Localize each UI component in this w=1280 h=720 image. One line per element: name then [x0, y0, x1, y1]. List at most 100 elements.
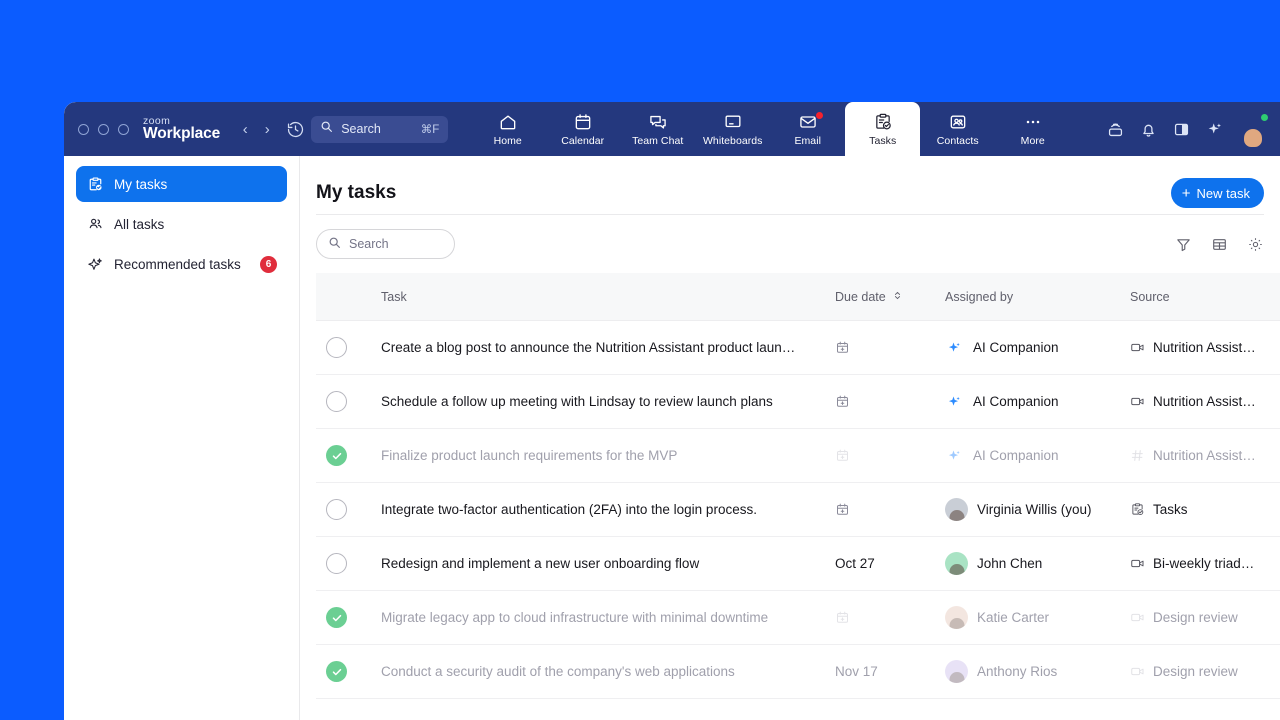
page-title: My tasks: [316, 182, 397, 203]
calendar-add-icon[interactable]: [835, 340, 850, 355]
calendar-add-icon[interactable]: [835, 610, 850, 625]
tasks-toolbar: Search: [300, 215, 1280, 273]
task-due-date[interactable]: [835, 502, 945, 517]
search-input[interactable]: Search: [316, 229, 455, 259]
task-source[interactable]: Design review: [1130, 664, 1280, 679]
column-header-assigned-by: Assigned by: [945, 289, 1014, 304]
sidebar-item-all-tasks[interactable]: All tasks: [76, 206, 287, 242]
assignee-avatar: [945, 498, 968, 521]
task-title[interactable]: Finalize product launch requirements for…: [381, 448, 678, 463]
my-tasks-icon: [86, 176, 104, 193]
task-title[interactable]: Redesign and implement a new user onboar…: [381, 556, 700, 571]
ai-companion-sparkle-icon: [945, 394, 964, 409]
maximize-window-button[interactable]: [118, 123, 129, 135]
nav-back-button[interactable]: ‹: [242, 120, 248, 138]
task-source[interactable]: Nutrition Assist…: [1130, 448, 1280, 463]
task-source[interactable]: Nutrition Assist…: [1130, 340, 1280, 355]
sidebar-item-recommended-tasks[interactable]: Recommended tasks 6: [76, 246, 287, 282]
sort-updown-icon[interactable]: [892, 290, 903, 304]
task-source[interactable]: Tasks: [1130, 502, 1280, 517]
tab-more[interactable]: More: [995, 102, 1070, 156]
filter-icon[interactable]: [1175, 236, 1192, 253]
new-task-button[interactable]: + New task: [1170, 178, 1264, 208]
task-title[interactable]: Create a blog post to announce the Nutri…: [381, 340, 796, 355]
close-window-button[interactable]: [78, 123, 89, 135]
global-search-button[interactable]: Search ⌘F: [311, 115, 449, 143]
team-chat-icon: [648, 112, 668, 132]
table-row[interactable]: Redesign and implement a new user onboar…: [316, 537, 1280, 591]
tab-contacts[interactable]: Contacts: [920, 102, 995, 156]
tab-email[interactable]: Email: [770, 102, 845, 156]
table-view-icon[interactable]: [1211, 236, 1228, 253]
meeting-video-icon: [1130, 340, 1145, 355]
assignee-name: AI Companion: [973, 448, 1059, 463]
task-title[interactable]: Conduct a security audit of the company'…: [381, 664, 735, 679]
calendar-add-icon[interactable]: [835, 448, 850, 463]
cast-icon[interactable]: [1106, 120, 1125, 139]
window-controls[interactable]: [78, 123, 129, 135]
plus-icon: +: [1181, 184, 1191, 202]
table-row[interactable]: Integrate two-factor authentication (2FA…: [316, 483, 1280, 537]
task-checkbox[interactable]: [326, 553, 347, 574]
nav-forward-button[interactable]: ›: [264, 120, 270, 138]
task-checkbox[interactable]: [326, 391, 347, 412]
assignee-avatar: [945, 552, 968, 575]
task-source[interactable]: Bi-weekly triad…: [1130, 556, 1280, 571]
tab-calendar-label: Calendar: [561, 134, 605, 147]
panel-layout-icon[interactable]: [1172, 120, 1191, 139]
task-source-label: Nutrition Assist…: [1153, 448, 1256, 463]
home-icon: [498, 112, 518, 132]
task-checkbox[interactable]: [326, 499, 347, 520]
table-row[interactable]: Finalize product launch requirements for…: [316, 429, 1280, 483]
assignee-avatar: [945, 606, 968, 629]
table-row[interactable]: Schedule a follow up meeting with Lindsa…: [316, 375, 1280, 429]
sidebar-item-my-tasks[interactable]: My tasks: [76, 166, 287, 202]
task-source-label: Design review: [1153, 610, 1238, 625]
task-due-date[interactable]: [835, 340, 945, 355]
calendar-add-icon[interactable]: [835, 502, 850, 517]
task-due-date[interactable]: [835, 394, 945, 409]
task-source[interactable]: Nutrition Assist…: [1130, 394, 1280, 409]
tab-team-chat-label: Team Chat: [632, 134, 684, 147]
task-source[interactable]: Design review: [1130, 610, 1280, 625]
column-header-due-date[interactable]: Due date: [835, 290, 945, 304]
calendar-add-icon[interactable]: [835, 394, 850, 409]
task-title[interactable]: Schedule a follow up meeting with Lindsa…: [381, 394, 773, 409]
task-completed-checkbox[interactable]: [326, 445, 347, 466]
sidebar-item-all-tasks-label: All tasks: [114, 216, 165, 232]
task-completed-checkbox[interactable]: [326, 661, 347, 682]
task-assigned-by: Virginia Willis (you): [945, 498, 1130, 521]
table-row[interactable]: Create a blog post to announce the Nutri…: [316, 321, 1280, 375]
minimize-window-button[interactable]: [98, 123, 109, 135]
task-checkbox[interactable]: [326, 337, 347, 358]
task-due-date[interactable]: [835, 448, 945, 463]
avatar[interactable]: [1238, 113, 1269, 144]
task-complete-cell: [316, 553, 381, 574]
global-search-label: Search: [341, 122, 381, 136]
calendar-icon: [573, 112, 593, 132]
bell-icon[interactable]: [1139, 120, 1158, 139]
task-title[interactable]: Migrate legacy app to cloud infrastructu…: [381, 610, 769, 625]
tab-calendar[interactable]: Calendar: [545, 102, 620, 156]
tab-home[interactable]: Home: [470, 102, 545, 156]
email-unread-badge: [815, 111, 825, 120]
tab-tasks[interactable]: Tasks: [845, 102, 921, 156]
task-complete-cell: [316, 337, 381, 358]
task-due-date[interactable]: [835, 610, 945, 625]
task-due-date[interactable]: Oct 27: [835, 556, 875, 571]
page-header: My tasks + New task: [300, 156, 1280, 214]
table-row[interactable]: Conduct a security audit of the company'…: [316, 645, 1280, 699]
history-icon[interactable]: [286, 120, 305, 139]
tab-whiteboards[interactable]: Whiteboards: [695, 102, 770, 156]
table-row[interactable]: Migrate legacy app to cloud infrastructu…: [316, 591, 1280, 645]
meeting-video-icon: [1130, 556, 1145, 571]
column-header-due-date-label: Due date: [835, 289, 886, 304]
tab-team-chat[interactable]: Team Chat: [620, 102, 695, 156]
assignee-name: AI Companion: [973, 340, 1059, 355]
task-due-date[interactable]: Nov 17: [835, 664, 878, 679]
table-header-row: Task Due date Assigned by Source: [316, 273, 1280, 321]
task-title[interactable]: Integrate two-factor authentication (2FA…: [381, 502, 757, 517]
settings-gear-icon[interactable]: [1247, 236, 1264, 253]
ai-sparkle-icon[interactable]: [1205, 120, 1224, 139]
task-completed-checkbox[interactable]: [326, 607, 347, 628]
